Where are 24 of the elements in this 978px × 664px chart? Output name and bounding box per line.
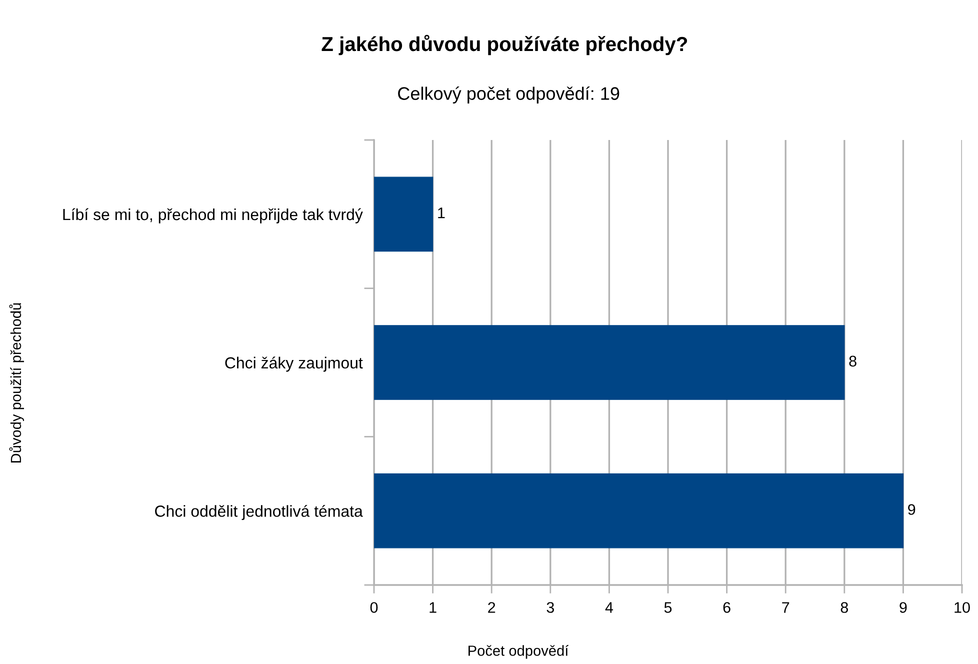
x-axis-title: Počet odpovědí [468, 645, 569, 659]
bar [374, 473, 904, 548]
bar [374, 325, 845, 400]
x-tick-label: 5 [664, 602, 672, 613]
chart-title: Z jakého důvodu používáte přechody? [322, 34, 688, 56]
x-tick-label: 4 [605, 602, 613, 613]
bar [374, 176, 434, 252]
x-tick-label: 10 [954, 602, 970, 613]
x-tick-label: 3 [546, 602, 554, 613]
x-tick-label: 8 [840, 602, 848, 613]
x-tick-label: 0 [370, 602, 378, 613]
x-tick-label: 1 [430, 602, 436, 613]
chart-subtitle: Celkový počet odpovědí: 19 [398, 86, 620, 104]
data-label: 8 [849, 356, 856, 367]
data-label: 1 [438, 208, 445, 218]
data-label: 9 [908, 504, 916, 515]
y-tick-label: Líbí se mi to, přechod mi nepřijde tak tvrdý [63, 208, 363, 224]
x-tick-label: 2 [488, 602, 496, 613]
y-tick-label: Chci oddělit jednotlivá témata [155, 504, 363, 520]
x-tick-label: 9 [900, 602, 907, 613]
y-axis-title: Důvody použití přechodů [9, 303, 24, 462]
x-tick-label: 7 [782, 602, 790, 613]
y-tick-label: Chci žáky zaujmout [225, 356, 363, 372]
x-tick-label: 6 [723, 602, 730, 613]
